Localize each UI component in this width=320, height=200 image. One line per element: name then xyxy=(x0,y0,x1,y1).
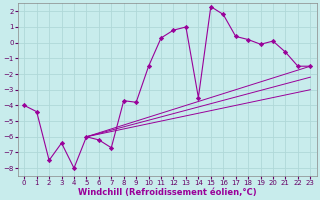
X-axis label: Windchill (Refroidissement éolien,°C): Windchill (Refroidissement éolien,°C) xyxy=(78,188,257,197)
